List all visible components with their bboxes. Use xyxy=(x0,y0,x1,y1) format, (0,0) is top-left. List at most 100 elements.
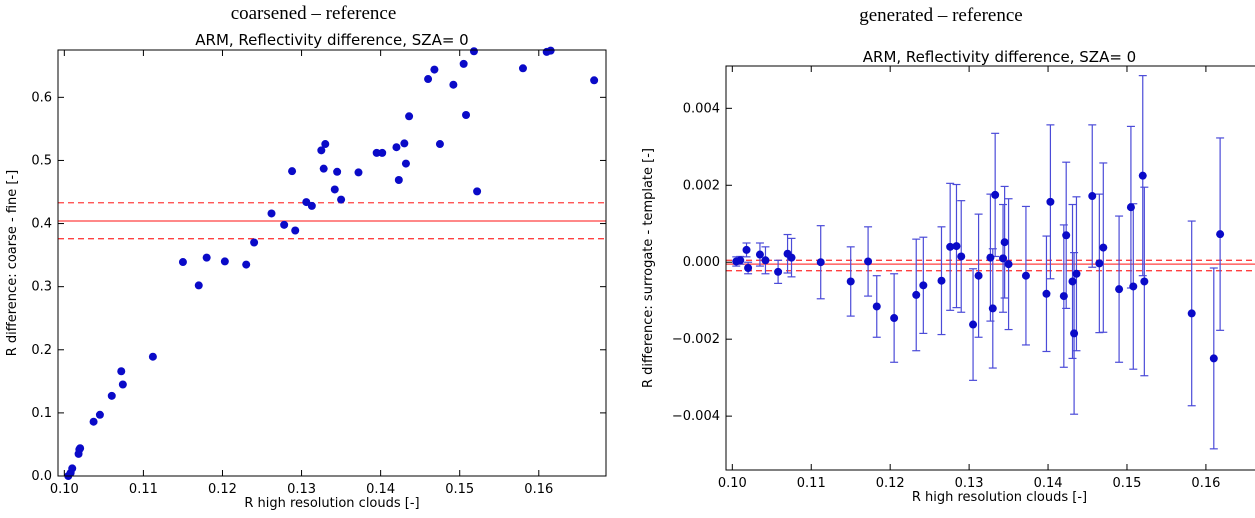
y-tick-label: 0.002 xyxy=(683,178,720,193)
data-point xyxy=(742,245,751,254)
x-axis-label: R high resolution clouds [-] xyxy=(912,490,1087,505)
data-point xyxy=(969,320,978,329)
data-point xyxy=(405,112,414,121)
data-point xyxy=(354,168,363,177)
data-point xyxy=(518,64,527,73)
data-point xyxy=(937,276,946,285)
x-tick-label: 0.10 xyxy=(718,476,747,491)
x-tick-label: 0.14 xyxy=(1034,476,1063,491)
data-point xyxy=(372,148,381,157)
data-point xyxy=(317,146,326,155)
data-point xyxy=(435,140,444,149)
data-point xyxy=(280,220,289,229)
data-point xyxy=(378,148,387,157)
data-point xyxy=(392,143,401,152)
right-supertitle: generated – reference xyxy=(859,5,1023,26)
data-point xyxy=(394,176,403,185)
y-axis-label: R difference: coarse - fine [-] xyxy=(5,170,20,356)
chart-title: ARM, Reflectivity difference, SZA= 0 xyxy=(195,31,468,49)
data-point xyxy=(107,391,116,400)
x-tick-label: 0.13 xyxy=(287,482,316,497)
data-point xyxy=(761,256,770,265)
data-point xyxy=(872,302,881,311)
data-point xyxy=(89,417,98,426)
data-point xyxy=(1046,197,1055,206)
data-point xyxy=(319,164,328,173)
x-tick-label: 0.12 xyxy=(876,476,905,491)
x-tick-label: 0.10 xyxy=(50,482,79,497)
data-point xyxy=(1187,309,1196,318)
x-tick-label: 0.12 xyxy=(208,482,237,497)
x-axis-label: R high resolution clouds [-] xyxy=(244,496,419,511)
data-point xyxy=(755,250,764,259)
data-point xyxy=(952,242,961,251)
data-point xyxy=(846,277,855,286)
data-point xyxy=(912,290,921,299)
data-point xyxy=(95,410,104,419)
data-point xyxy=(988,304,997,313)
y-tick-label: 0.5 xyxy=(31,153,52,168)
y-axis-label: R difference: surrogate - template [-] xyxy=(641,148,656,388)
data-point xyxy=(774,267,783,276)
data-point xyxy=(400,139,409,148)
data-point xyxy=(242,260,251,269)
data-point xyxy=(864,257,873,266)
data-point xyxy=(117,367,126,376)
data-point xyxy=(1072,269,1081,278)
data-point xyxy=(469,47,478,56)
y-tick-label: 0.1 xyxy=(31,406,52,421)
data-point xyxy=(459,59,468,68)
data-point xyxy=(999,254,1008,263)
data-point xyxy=(816,258,825,267)
data-point xyxy=(473,187,482,196)
x-tick-label: 0.16 xyxy=(1191,476,1220,491)
y-tick-label: −0.002 xyxy=(672,332,720,347)
y-tick-label: 0.000 xyxy=(683,255,720,270)
data-point xyxy=(430,65,439,74)
data-point xyxy=(220,257,229,266)
left-figure-panel: coarsened – reference ARM, Reflectivity … xyxy=(0,0,627,518)
data-point xyxy=(1129,282,1138,291)
data-point xyxy=(68,464,77,473)
data-point xyxy=(267,209,276,218)
data-point xyxy=(148,352,157,361)
data-point xyxy=(974,271,983,280)
x-tick-label: 0.15 xyxy=(445,482,474,497)
x-tick-label: 0.11 xyxy=(129,482,158,497)
data-point xyxy=(462,111,471,120)
data-point xyxy=(590,76,599,85)
y-tick-label: 0.6 xyxy=(31,90,52,105)
data-point xyxy=(1068,277,1077,286)
data-point xyxy=(946,242,955,251)
y-tick-label: 0.004 xyxy=(683,101,720,116)
data-point xyxy=(337,195,346,204)
data-point xyxy=(1059,292,1068,301)
data-point xyxy=(1042,289,1051,298)
data-point xyxy=(250,238,259,247)
data-point xyxy=(202,253,211,262)
data-point xyxy=(1115,285,1124,294)
data-point xyxy=(986,253,995,262)
data-point xyxy=(1062,231,1071,240)
y-tick-label: 0.2 xyxy=(31,343,52,358)
data-point xyxy=(449,80,458,89)
right-figure-panel: generated – reference ARM, Reflectivity … xyxy=(627,0,1255,518)
x-tick-label: 0.13 xyxy=(955,476,984,491)
data-point xyxy=(890,314,899,323)
data-point xyxy=(194,281,203,290)
x-tick-label: 0.14 xyxy=(366,482,395,497)
data-point xyxy=(178,258,187,267)
left-supertitle: coarsened – reference xyxy=(230,3,397,24)
data-point xyxy=(330,185,339,194)
data-point xyxy=(736,256,745,265)
data-point xyxy=(1088,192,1097,201)
data-point xyxy=(424,75,433,84)
data-point xyxy=(744,264,753,272)
data-point xyxy=(1138,171,1147,180)
x-tick-label: 0.16 xyxy=(524,482,553,497)
data-point xyxy=(787,253,796,262)
y-tick-label: 0.4 xyxy=(31,217,52,232)
data-point xyxy=(321,140,330,149)
y-tick-label: 0.3 xyxy=(31,280,52,295)
plot-frame xyxy=(57,49,607,477)
